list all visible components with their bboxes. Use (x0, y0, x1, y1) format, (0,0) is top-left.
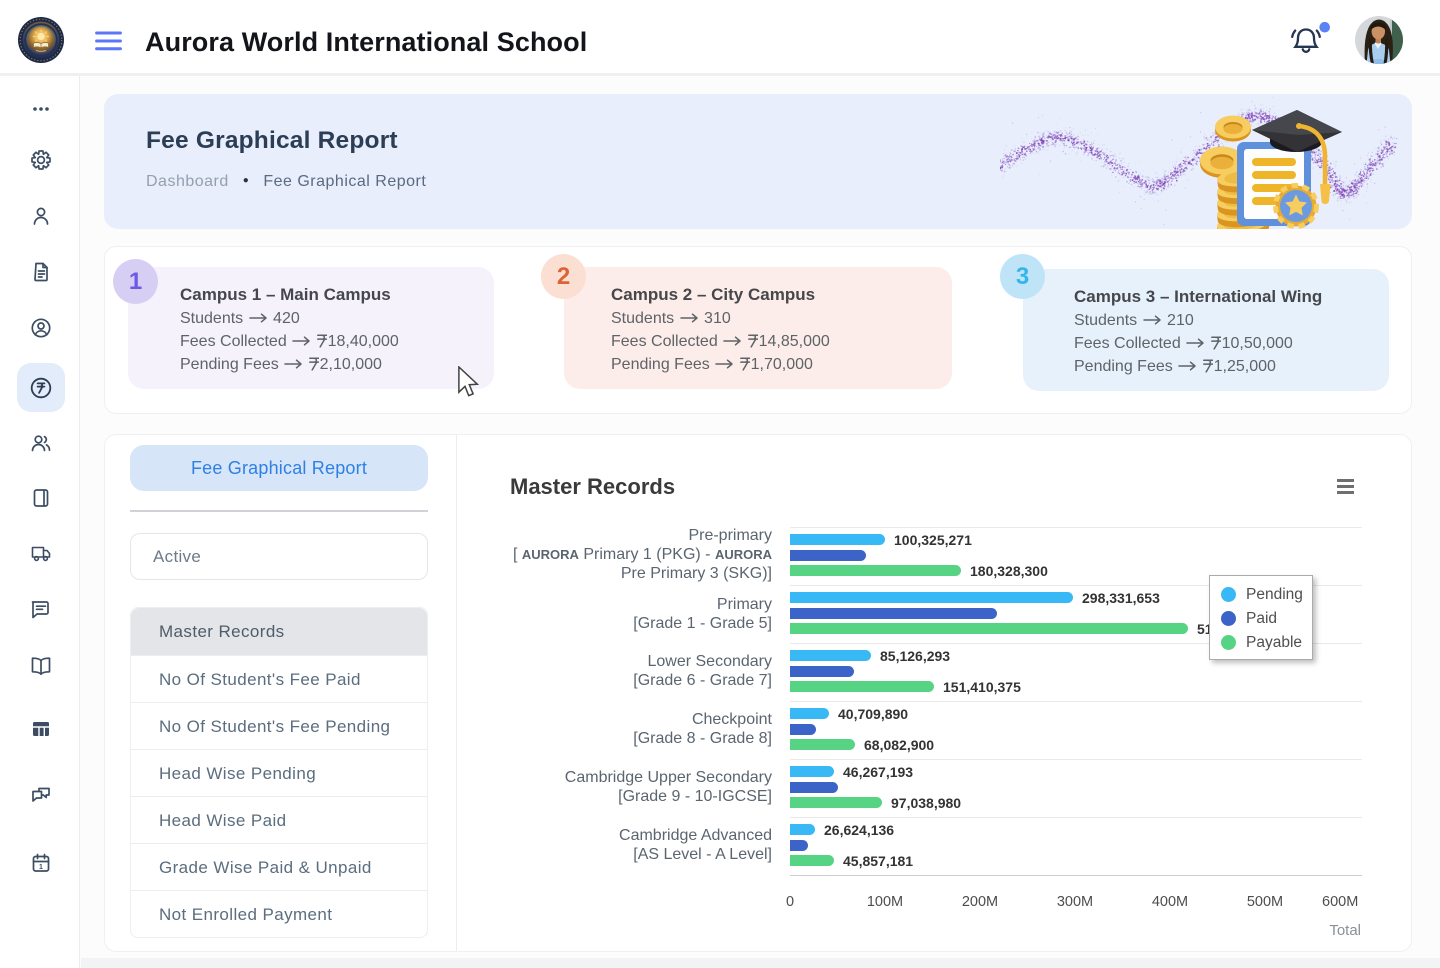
svg-text:1: 1 (39, 864, 43, 871)
